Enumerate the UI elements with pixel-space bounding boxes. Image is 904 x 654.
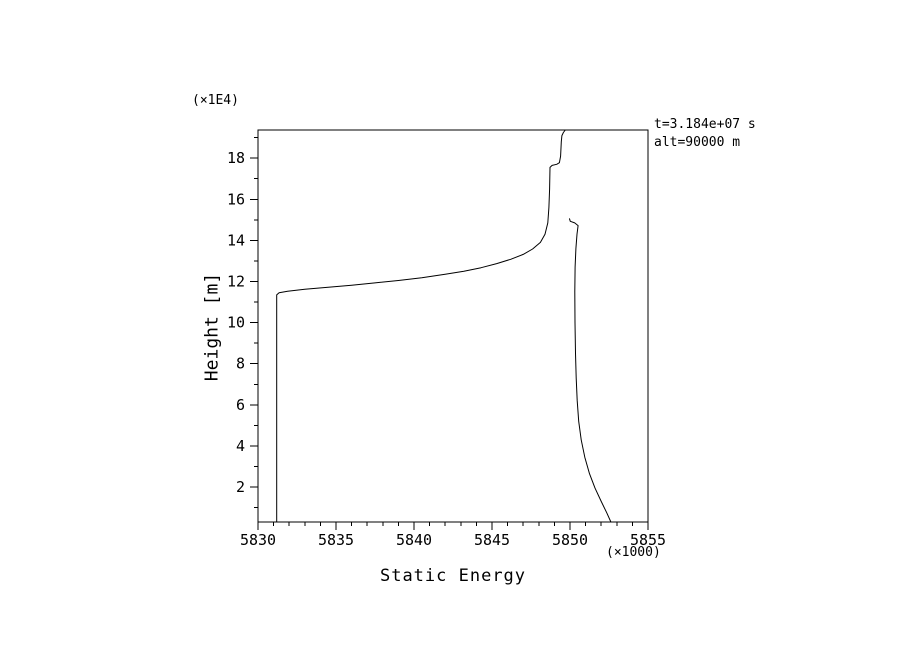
y-tick-label: 8 (236, 355, 245, 373)
y-tick-label: 16 (227, 190, 245, 208)
annotation-altitude: alt=90000 m (654, 135, 741, 150)
y-tick-label: 4 (236, 437, 245, 455)
x-tick-label: 5835 (318, 531, 354, 549)
x-tick-label: 5850 (552, 531, 588, 549)
x-tick-label: 5830 (240, 531, 276, 549)
x-axis: 5830 5835 5840 5845 5850 5855 (240, 522, 666, 549)
y-axis: 2 4 6 8 10 12 14 16 18 (227, 137, 258, 509)
y-tick-label: 6 (236, 396, 245, 414)
y-tick-label: 18 (227, 149, 245, 167)
x-axis-title: Static Energy (379, 566, 527, 586)
x-tick-label: 5855 (630, 531, 666, 549)
series-left-branch (276, 129, 566, 523)
x-tick-label: 5845 (474, 531, 510, 549)
annotation-time: t=3.184e+07 s (654, 117, 756, 132)
y-axis-scale-note: (×1E4) (192, 93, 239, 108)
y-tick-label: 12 (227, 272, 245, 290)
series-right-branch (569, 218, 612, 523)
y-tick-label: 10 (227, 314, 245, 332)
axis-box (257, 129, 649, 523)
x-axis-scale-note: (×1000) (606, 545, 661, 560)
y-tick-label: 14 (227, 231, 245, 249)
y-tick-label: 2 (236, 478, 245, 496)
x-tick-label: 5840 (396, 531, 432, 549)
